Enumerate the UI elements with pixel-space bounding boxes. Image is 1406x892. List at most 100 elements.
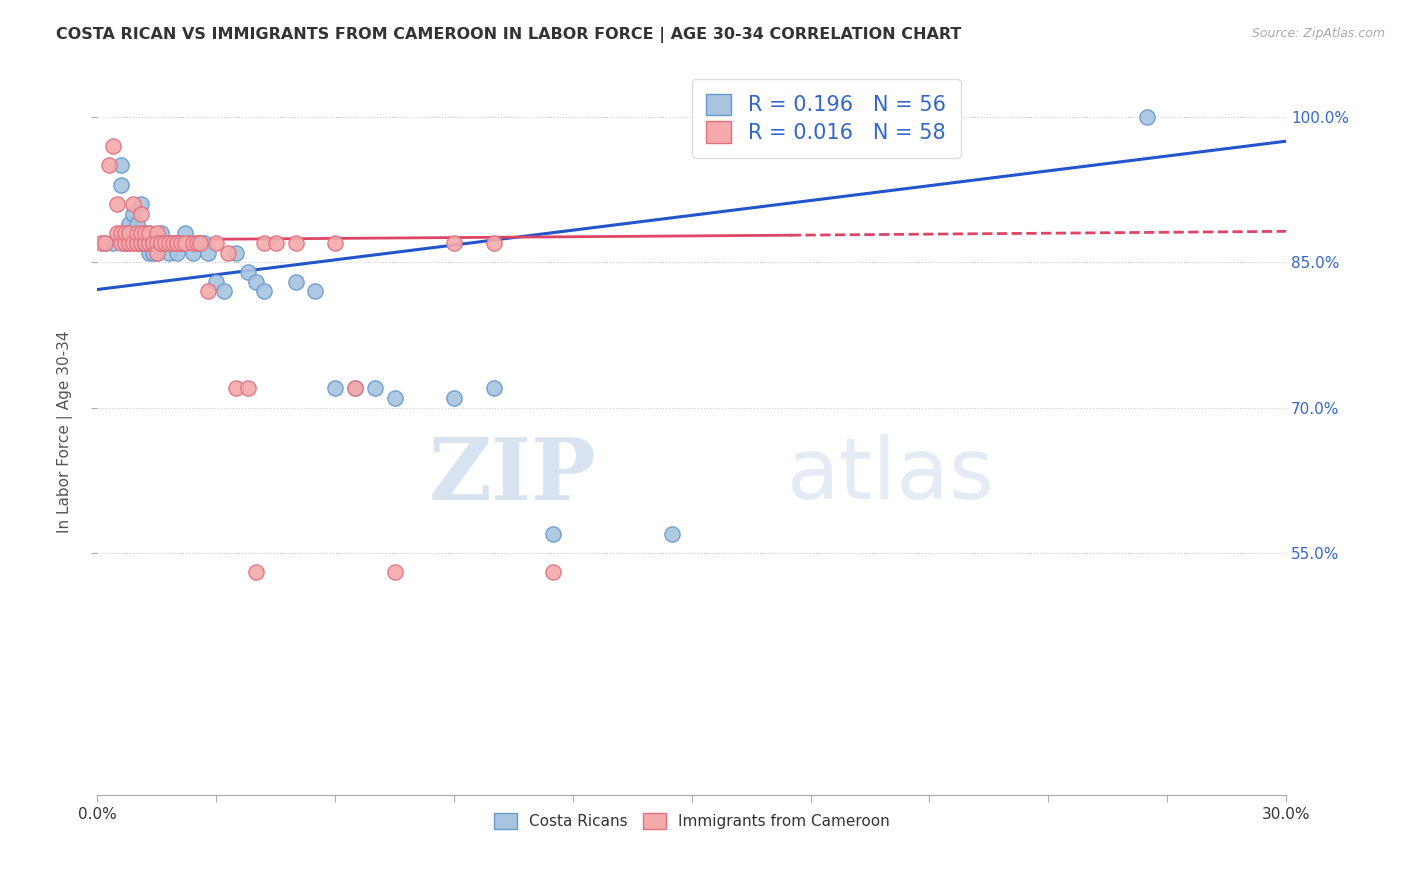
- Point: [138, 235, 160, 250]
- Point: [443, 235, 465, 250]
- Text: atlas: atlas: [787, 434, 995, 517]
- Point: [284, 235, 307, 250]
- Point: [197, 285, 219, 299]
- Point: [98, 158, 121, 172]
- Point: [661, 526, 683, 541]
- Point: [142, 235, 165, 250]
- Point: [173, 227, 195, 241]
- Point: [323, 235, 346, 250]
- Point: [343, 381, 366, 395]
- Point: [142, 235, 165, 250]
- Point: [384, 391, 406, 405]
- Text: ZIP: ZIP: [429, 434, 596, 517]
- Point: [138, 245, 160, 260]
- Legend: Costa Ricans, Immigrants from Cameroon: Costa Ricans, Immigrants from Cameroon: [488, 806, 896, 835]
- Point: [225, 381, 247, 395]
- Point: [90, 235, 112, 250]
- Point: [138, 235, 160, 250]
- Point: [482, 381, 505, 395]
- Point: [129, 207, 152, 221]
- Point: [118, 235, 141, 250]
- Point: [166, 235, 188, 250]
- Point: [162, 235, 184, 250]
- Point: [264, 235, 287, 250]
- Point: [304, 285, 326, 299]
- Point: [134, 235, 156, 250]
- Point: [138, 227, 160, 241]
- Point: [236, 381, 259, 395]
- Point: [149, 235, 172, 250]
- Point: [149, 235, 172, 250]
- Point: [149, 235, 172, 250]
- Point: [94, 235, 117, 250]
- Point: [149, 227, 172, 241]
- Point: [170, 235, 193, 250]
- Point: [110, 227, 132, 241]
- Text: Source: ZipAtlas.com: Source: ZipAtlas.com: [1251, 27, 1385, 40]
- Point: [134, 227, 156, 241]
- Point: [186, 235, 208, 250]
- Point: [253, 285, 276, 299]
- Point: [1136, 110, 1159, 124]
- Point: [236, 265, 259, 279]
- Point: [110, 158, 132, 172]
- Point: [122, 207, 145, 221]
- Point: [190, 235, 212, 250]
- Point: [205, 235, 228, 250]
- Point: [225, 245, 247, 260]
- Point: [127, 235, 149, 250]
- Point: [482, 235, 505, 250]
- Point: [217, 245, 239, 260]
- Point: [114, 235, 136, 250]
- Point: [212, 285, 235, 299]
- Point: [146, 235, 169, 250]
- Point: [162, 235, 184, 250]
- Point: [105, 197, 128, 211]
- Point: [166, 235, 188, 250]
- Point: [190, 235, 212, 250]
- Point: [129, 227, 152, 241]
- Point: [181, 235, 204, 250]
- Point: [177, 235, 200, 250]
- Text: COSTA RICAN VS IMMIGRANTS FROM CAMEROON IN LABOR FORCE | AGE 30-34 CORRELATION C: COSTA RICAN VS IMMIGRANTS FROM CAMEROON …: [56, 27, 962, 43]
- Point: [127, 217, 149, 231]
- Point: [118, 227, 141, 241]
- Point: [114, 235, 136, 250]
- Point: [110, 235, 132, 250]
- Point: [146, 235, 169, 250]
- Point: [142, 245, 165, 260]
- Point: [105, 227, 128, 241]
- Point: [134, 235, 156, 250]
- Point: [134, 227, 156, 241]
- Point: [173, 235, 195, 250]
- Point: [114, 227, 136, 241]
- Point: [103, 235, 125, 250]
- Point: [157, 235, 180, 250]
- Point: [122, 235, 145, 250]
- Point: [103, 139, 125, 153]
- Point: [170, 235, 193, 250]
- Point: [129, 235, 152, 250]
- Point: [323, 381, 346, 395]
- Point: [118, 235, 141, 250]
- Point: [122, 197, 145, 211]
- Point: [142, 235, 165, 250]
- Point: [157, 235, 180, 250]
- Point: [129, 197, 152, 211]
- Point: [138, 235, 160, 250]
- Point: [245, 275, 267, 289]
- Point: [134, 235, 156, 250]
- Point: [193, 235, 215, 250]
- Point: [443, 391, 465, 405]
- Point: [153, 235, 176, 250]
- Point: [343, 381, 366, 395]
- Point: [205, 275, 228, 289]
- Point: [118, 217, 141, 231]
- Point: [110, 178, 132, 192]
- Point: [146, 245, 169, 260]
- Point: [197, 245, 219, 260]
- Point: [541, 526, 564, 541]
- Point: [129, 235, 152, 250]
- Point: [181, 245, 204, 260]
- Point: [541, 566, 564, 580]
